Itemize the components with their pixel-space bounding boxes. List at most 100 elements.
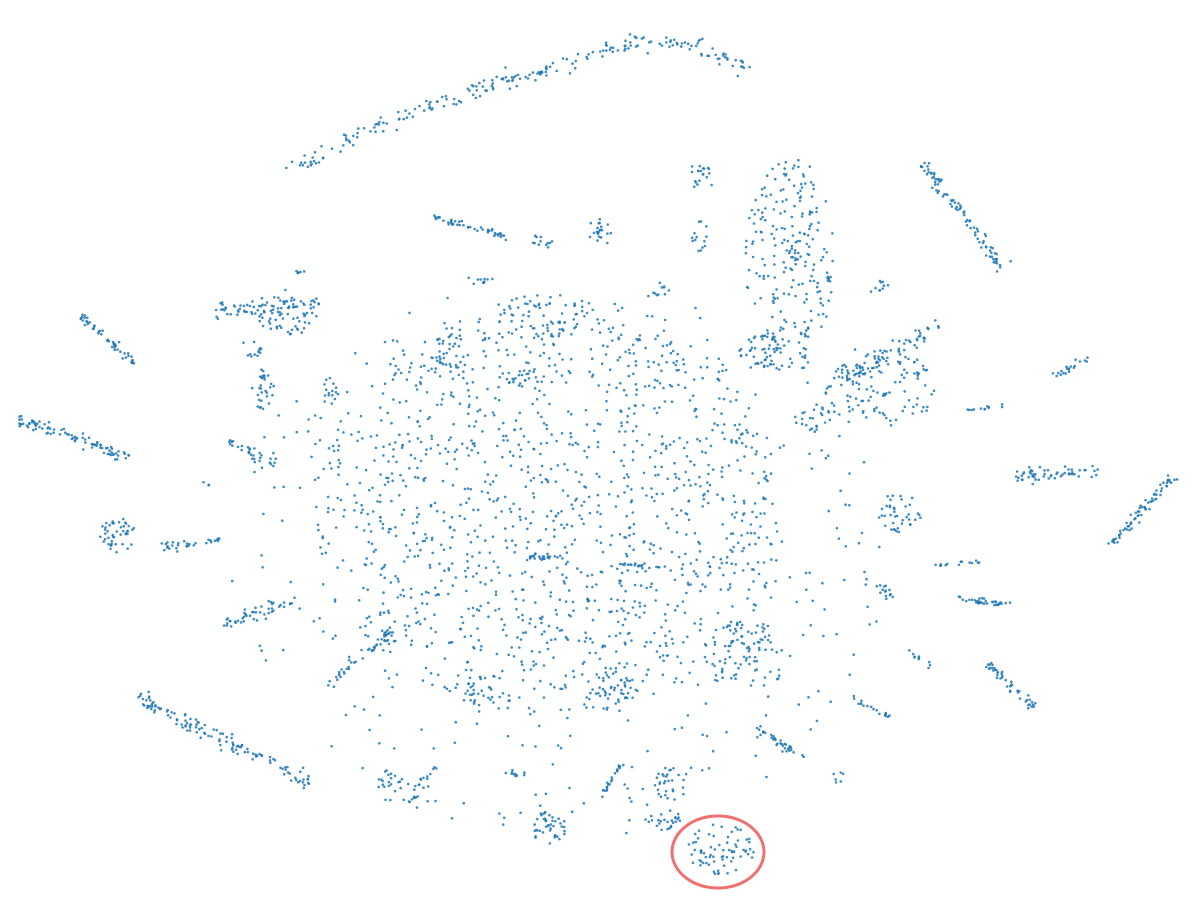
scatter-point — [888, 714, 891, 717]
scatter-point — [199, 736, 202, 739]
scatter-point — [834, 781, 838, 784]
scatter-point — [819, 297, 822, 300]
scatter-point — [422, 786, 425, 789]
scatter-point — [475, 85, 478, 88]
scatter-point — [464, 668, 468, 672]
scatter-point — [397, 580, 400, 583]
scatter-point — [251, 758, 254, 761]
scatter-point — [234, 621, 238, 625]
scatter-point — [408, 366, 412, 369]
scatter-point — [418, 425, 422, 428]
scatter-point — [307, 418, 310, 421]
scatter-point — [448, 526, 452, 529]
scatter-point — [268, 755, 272, 759]
scatter-point — [618, 356, 622, 359]
scatter-point — [331, 444, 335, 448]
scatter-point — [491, 411, 495, 414]
scatter-point — [410, 798, 414, 801]
scatter-point — [252, 305, 256, 309]
scatter-point — [290, 299, 293, 302]
scatter-point — [700, 769, 704, 772]
scatter-point — [718, 566, 721, 570]
scatter-point — [633, 404, 637, 407]
scatter-point — [278, 324, 282, 328]
scatter-point — [865, 388, 869, 391]
scatter-point — [358, 481, 362, 485]
scatter-point — [728, 586, 732, 589]
scatter-point — [645, 673, 648, 676]
scatter-point — [476, 229, 479, 232]
scatter-point — [978, 240, 981, 244]
scatter-point — [716, 611, 720, 615]
scatter-point — [707, 463, 710, 467]
scatter-point — [912, 405, 915, 409]
scatter-point — [522, 313, 525, 317]
scatter-point — [317, 161, 321, 164]
scatter-point — [779, 326, 783, 329]
scatter-point — [171, 541, 175, 544]
scatter-point — [387, 677, 391, 680]
scatter-point — [457, 344, 461, 348]
scatter-point — [551, 816, 554, 819]
scatter-point — [268, 322, 272, 325]
scatter-point — [810, 222, 813, 226]
scatter-point — [624, 430, 627, 433]
scatter-point — [415, 515, 419, 519]
scatter-point — [546, 326, 549, 330]
scatter-point — [281, 767, 284, 771]
scatter-point — [382, 445, 385, 449]
scatter-point — [368, 728, 371, 732]
scatter-point — [224, 306, 227, 310]
scatter-point — [762, 623, 765, 626]
scatter-point — [788, 654, 792, 658]
scatter-point — [753, 502, 757, 505]
scatter-point — [686, 714, 690, 717]
scatter-point — [567, 410, 570, 413]
scatter-point — [729, 532, 733, 536]
scatter-point — [772, 254, 776, 258]
scatter-point — [477, 564, 481, 567]
scatter-point — [446, 296, 449, 300]
scatter-point — [310, 311, 314, 315]
scatter-point — [545, 515, 549, 518]
scatter-point — [564, 600, 568, 603]
scatter-point — [741, 569, 745, 572]
scatter-point — [692, 570, 696, 573]
scatter-point — [749, 684, 753, 687]
scatter-point — [661, 492, 664, 496]
scatter-point — [614, 634, 618, 638]
scatter-point — [429, 626, 433, 630]
scatter-point — [810, 211, 814, 214]
scatter-point — [536, 294, 539, 297]
scatter-point — [194, 541, 197, 545]
scatter-point — [510, 772, 513, 775]
scatter-point — [103, 528, 107, 531]
scatter-point — [388, 626, 392, 629]
scatter-point — [449, 220, 453, 224]
scatter-point — [302, 270, 306, 273]
scatter-point — [712, 407, 716, 411]
scatter-point — [622, 692, 625, 696]
scatter-point — [721, 431, 724, 435]
scatter-point — [558, 837, 561, 841]
scatter-point — [282, 601, 286, 604]
scatter-point — [534, 836, 537, 839]
scatter-point — [725, 625, 729, 629]
scatter-point — [523, 295, 526, 299]
scatter-point — [623, 696, 627, 700]
scatter-point — [400, 446, 404, 450]
scatter-point — [555, 439, 558, 443]
scatter-point — [699, 589, 702, 593]
scatter-point — [886, 283, 890, 287]
scatter-point — [962, 211, 965, 214]
scatter-point — [555, 626, 559, 630]
scatter-point — [630, 499, 634, 502]
scatter-point — [221, 303, 224, 307]
scatter-point — [788, 249, 792, 253]
scatter-point — [486, 491, 490, 495]
scatter-point — [542, 343, 546, 346]
scatter-point — [476, 410, 480, 413]
scatter-point — [387, 611, 391, 615]
scatter-point — [408, 112, 411, 115]
scatter-point — [742, 66, 746, 70]
